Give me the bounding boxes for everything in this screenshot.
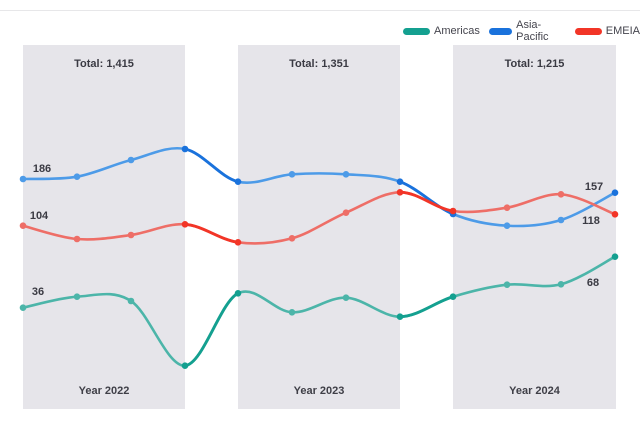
data-point-emeia <box>19 222 27 229</box>
data-point-asia-pacific <box>181 145 189 153</box>
asia-pacific-swatch-icon <box>488 27 513 35</box>
data-point-americas <box>557 281 565 288</box>
data-point-americas <box>234 290 242 297</box>
data-point-emeia <box>234 239 242 246</box>
legend-item-americas[interactable]: Americas <box>403 25 480 37</box>
data-point-asia-pacific <box>73 173 81 180</box>
data-point-emeia <box>288 235 296 242</box>
data-point-asia-pacific <box>19 175 27 183</box>
data-point-asia-pacific <box>503 222 511 229</box>
americas-swatch-icon <box>403 27 430 35</box>
data-point-emeia <box>396 189 404 196</box>
card-top-border <box>0 10 640 11</box>
data-point-asia-pacific <box>342 171 350 178</box>
data-point-emeia <box>557 191 565 198</box>
value-label-emeia-start: 104 <box>29 210 49 222</box>
data-point-asia-pacific <box>127 156 135 164</box>
legend-label-emeia: EMEIA <box>605 25 640 37</box>
data-point-americas <box>396 313 404 321</box>
data-point-emeia <box>127 231 135 239</box>
value-label-asia-pacific-end: 157 <box>584 181 604 193</box>
data-point-americas <box>449 293 457 301</box>
panel-year-2024: Total: 1,215 Year 2024 <box>453 45 616 409</box>
data-point-americas <box>288 309 296 316</box>
data-point-asia-pacific <box>288 171 296 178</box>
panel-year-2022: Total: 1,415 Year 2022 <box>23 45 185 409</box>
value-label-americas-end: 68 <box>586 277 600 289</box>
emeia-swatch-icon <box>574 27 602 35</box>
year-label-2022: Year 2022 <box>78 385 130 397</box>
data-point-americas <box>19 304 27 312</box>
data-point-emeia <box>342 209 350 216</box>
legend-item-asia-pacific[interactable]: Asia-Pacific <box>488 19 566 43</box>
series-gap-segment-emeia <box>183 222 240 244</box>
data-point-asia-pacific <box>396 178 404 185</box>
total-label-2022: Total: 1,415 <box>74 58 134 70</box>
data-point-asia-pacific <box>611 189 619 196</box>
data-point-americas <box>342 294 350 302</box>
data-point-americas <box>611 253 619 260</box>
value-label-asia-pacific-start: 186 <box>32 163 52 175</box>
series-line-asia-pacific <box>21 146 617 228</box>
value-label-americas-start: 36 <box>31 286 45 298</box>
data-point-emeia <box>181 221 189 228</box>
data-point-asia-pacific <box>557 216 565 224</box>
total-label-2024: Total: 1,215 <box>504 58 565 70</box>
series-gap-segment-asia-pacific <box>398 180 455 216</box>
data-point-asia-pacific <box>234 178 242 185</box>
series-line-americas <box>21 255 617 368</box>
data-point-emeia <box>73 235 81 243</box>
year-label-2024: Year 2024 <box>509 385 560 397</box>
total-label-2023: Total: 1,351 <box>289 58 349 70</box>
year-label-2023: Year 2023 <box>293 385 345 397</box>
chart-legend: Americas Asia-Pacific EMEIA <box>403 19 640 43</box>
data-point-americas <box>127 297 135 305</box>
series-gap-segment-emeia <box>398 190 455 213</box>
data-point-americas <box>73 293 81 301</box>
data-point-americas <box>181 362 189 370</box>
series-gap-segment-americas <box>183 291 240 368</box>
data-point-emeia <box>503 204 511 211</box>
series-gap-segment-asia-pacific <box>183 147 240 184</box>
legend-label-americas: Americas <box>434 25 480 37</box>
value-label-emeia-end: 118 <box>582 215 600 227</box>
data-point-emeia <box>449 207 457 215</box>
legend-label-asia-pacific: Asia-Pacific <box>516 19 549 43</box>
series-line-emeia <box>21 190 617 245</box>
legend-item-emeia[interactable]: EMEIA <box>574 25 640 37</box>
series-gap-segment-americas <box>398 295 455 319</box>
data-point-emeia <box>611 211 619 218</box>
data-point-americas <box>503 281 511 289</box>
